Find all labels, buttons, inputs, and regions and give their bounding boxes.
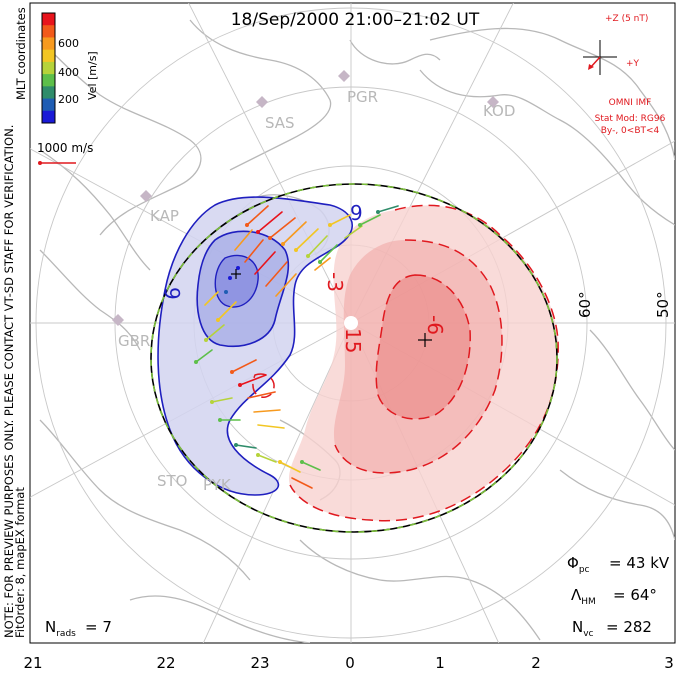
- potential-min-marker: [231, 269, 241, 279]
- colorbar-segment: [42, 98, 55, 112]
- contour-label-neg-6: -6: [423, 315, 447, 335]
- heppner-maynard-boundary-dash: [150, 183, 558, 533]
- mlt-tick-2: 2: [531, 654, 541, 672]
- phi-pc-value: = 43 kV: [609, 554, 670, 572]
- station-label-sas: SAS: [265, 114, 295, 132]
- colorbar-segment: [42, 61, 55, 75]
- latitude-label-50: 50°: [654, 291, 672, 318]
- colorbar-segment: [42, 49, 55, 63]
- mlt-tick-0: 0: [345, 654, 355, 672]
- contour-label-top-positive: 9: [350, 201, 363, 225]
- fit-order-note: FitOrder: 8, mapEX format: [13, 487, 27, 638]
- colorbar-border: [41, 12, 56, 124]
- velocity-vectors: [195, 205, 399, 489]
- mlt-tick-1: 1: [435, 654, 445, 672]
- radar-site-markers: [112, 70, 499, 326]
- station-label-sto: STO: [157, 472, 188, 490]
- station-label-gbr: GBR: [118, 332, 150, 350]
- mlt-axis: 21 22 23 0 1 2 3: [23, 654, 673, 672]
- map-title: 18/Sep/2000 21:00–21:02 UT: [231, 10, 480, 30]
- mlt-tick-3: 3: [664, 654, 674, 672]
- colorbar-title: Vel [m/s]: [86, 51, 99, 100]
- pole-marker: [344, 316, 358, 330]
- lambda-hm-value: = 64°: [613, 586, 657, 604]
- station-label-pyk: PYK: [203, 476, 232, 494]
- coordinates-label: MLT coordinates: [14, 7, 28, 100]
- station-label-kod: KOD: [483, 102, 515, 120]
- contour-label-positive: 9: [160, 287, 184, 300]
- colorbar-tick-600: 600: [58, 37, 79, 50]
- latitude-label-60: 60°: [576, 291, 594, 318]
- coastlines: [39, 19, 675, 643]
- negative-core-cell: [376, 275, 471, 419]
- colorbar-segment: [42, 110, 55, 124]
- positive-core-cell: [214, 254, 259, 308]
- imf-y-label: +Y: [626, 59, 640, 69]
- velocity-scale-label: 1000 m/s: [37, 141, 93, 155]
- station-label-pgr: PGR: [347, 88, 378, 106]
- colorbar-segment: [42, 25, 55, 38]
- colorbar-segment: [42, 86, 55, 100]
- vector-origin-dots: [194, 210, 380, 464]
- colorbar-segment: [42, 37, 55, 51]
- colorbar-tick-400: 400: [58, 66, 79, 79]
- mlt-tick-23: 23: [250, 654, 269, 672]
- velocity-scale-origin: [38, 161, 42, 165]
- imf-condition: By-, 0<BT<4: [601, 126, 660, 136]
- colorbar-segment: [42, 13, 55, 26]
- imf-source: OMNI IMF: [609, 98, 652, 108]
- mlt-tick-22: 22: [156, 654, 175, 672]
- colorbar-tick-200: 200: [58, 93, 79, 106]
- n-rads-value: = 7: [85, 618, 112, 636]
- contour-label-neg-15: 15: [341, 328, 365, 353]
- colorbar-segment: [42, 74, 55, 87]
- negative-contours: [252, 204, 559, 522]
- potential-max-marker: [418, 333, 432, 347]
- imf-z-label: +Z (5 nT): [605, 14, 648, 24]
- imf-clock: [583, 40, 617, 75]
- station-label-kap: KAP: [150, 207, 179, 225]
- mlt-tick-21: 21: [23, 654, 42, 672]
- preview-warning-note: NOTE: FOR PREVIEW PURPOSES ONLY. PLEASE …: [2, 125, 16, 638]
- velocity-colorbar: [41, 12, 56, 124]
- n-vc-value: = 282: [606, 618, 652, 636]
- imf-model: Stat Mod: RG96: [595, 114, 666, 124]
- contour-label-neg-3: -3: [323, 272, 347, 292]
